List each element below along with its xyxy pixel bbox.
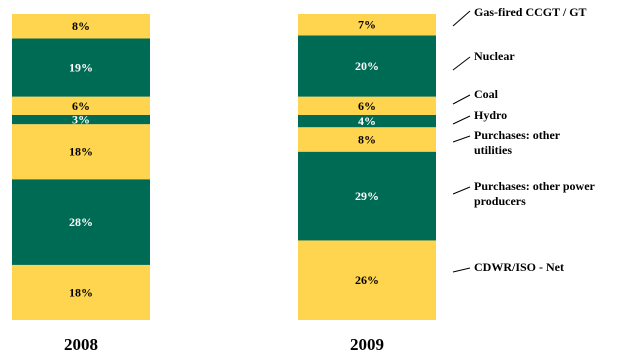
bar-segment-2008-3 [12, 124, 150, 180]
year-labels-group: 2008 2009 [64, 335, 384, 354]
data-label-2009-3: 8% [358, 132, 376, 146]
bar-segment-2008-4 [12, 114, 150, 125]
year-label-2009: 2009 [350, 335, 384, 354]
legend-label-2: Nuclear [474, 49, 515, 63]
legend-connector-6 [452, 186, 471, 195]
legend-label-4: Hydro [474, 108, 507, 122]
data-label-2009-1: 26% [355, 273, 379, 287]
legend-connector-7 [452, 267, 471, 273]
legend-label-6: Purchases: other power producers [474, 179, 596, 208]
legend-group: Gas-fired CCGT / GT Nuclear Coal Hydro Purch… [452, 5, 596, 274]
bar-segment-2009-5 [298, 96, 436, 115]
bars-group [12, 14, 436, 320]
legend-connector-1 [452, 10, 471, 27]
bar-segment-2008-2 [12, 179, 150, 265]
data-label-2008-2: 28% [69, 215, 93, 229]
bar-segment-2009-4 [298, 114, 436, 128]
data-label-2009-2: 29% [355, 189, 379, 203]
data-label-2009-7: 7% [358, 18, 376, 32]
legend-connector-4 [452, 115, 471, 125]
data-label-2008-6: 19% [69, 61, 93, 75]
bar-segment-2009-7 [298, 14, 436, 36]
bar-segment-2008-6 [12, 38, 150, 97]
legend-label-5: Purchases: other utilities [474, 128, 561, 157]
data-label-2008-5: 6% [72, 99, 90, 113]
legend-label-1: Gas-fired CCGT / GT [474, 5, 587, 19]
data-label-2008-4: 3% [72, 113, 90, 127]
legend-connector-5 [452, 135, 471, 143]
year-label-2008: 2008 [64, 335, 98, 354]
legend-label-3: Coal [474, 87, 499, 101]
legend-connector-3 [452, 94, 471, 105]
segment-labels-group: 18%28%18%3%6%19%8%26%29%8%4%6%20%7% [69, 18, 379, 300]
data-label-2009-6: 20% [355, 59, 379, 73]
bar-segment-2009-1 [298, 240, 436, 320]
bar-segment-2009-3 [298, 127, 436, 152]
legend-label-7: CDWR/ISO - Net [474, 260, 564, 274]
data-label-2009-4: 4% [358, 114, 376, 128]
data-label-2008-3: 18% [69, 145, 93, 159]
data-label-2008-1: 18% [69, 285, 93, 299]
legend-connector-2 [452, 56, 471, 71]
bar-segment-2008-1 [12, 264, 150, 320]
bar-segment-2009-6 [298, 35, 436, 97]
data-label-2009-5: 6% [358, 99, 376, 113]
bar-segment-2008-5 [12, 96, 150, 115]
bar-segment-2008-7 [12, 14, 150, 39]
data-label-2008-7: 8% [72, 19, 90, 33]
bar-segment-2009-2 [298, 151, 436, 241]
